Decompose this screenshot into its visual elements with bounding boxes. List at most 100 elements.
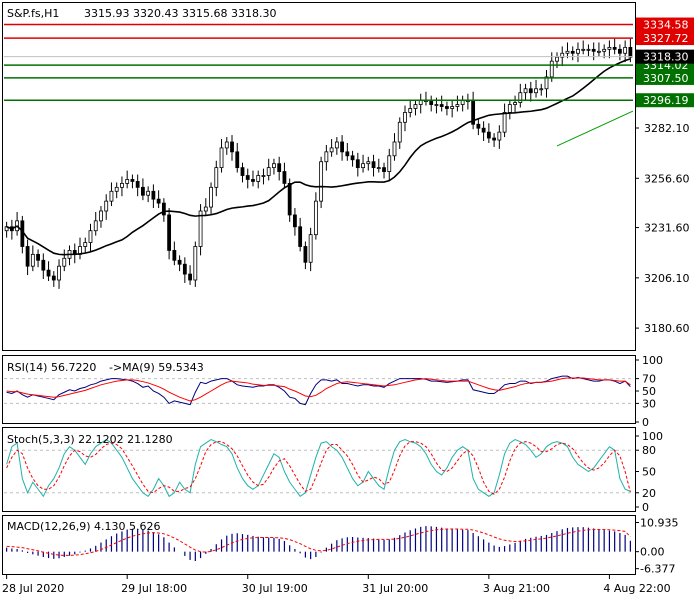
candle-body — [617, 48, 622, 54]
candle-body — [125, 179, 130, 184]
candle-body — [602, 48, 607, 52]
candle-body — [523, 88, 528, 94]
ohlc-readout: 3315.93 3320.43 3315.68 3318.30 — [84, 7, 276, 20]
candle-body — [209, 186, 213, 208]
rsi-ma-line — [6, 377, 631, 402]
candle-body — [287, 182, 292, 216]
candle-body — [492, 137, 496, 141]
candle-body — [135, 181, 140, 188]
candle-body — [382, 167, 386, 172]
candle-body — [371, 161, 376, 169]
candle-body — [581, 48, 586, 51]
osc-tick-label: 80 — [642, 444, 656, 457]
candle-body — [560, 52, 565, 58]
candle-body — [156, 198, 161, 204]
candle-body — [408, 108, 413, 113]
candle-body — [104, 200, 109, 212]
candle-body — [198, 210, 203, 247]
candle-body — [502, 112, 507, 133]
time-tick-label: 31 Jul 20:00 — [362, 582, 428, 595]
moving-average-line — [6, 58, 631, 256]
candle-body — [507, 104, 512, 113]
current-price-label: 3318.30 — [643, 51, 689, 64]
candle-body — [203, 206, 208, 212]
macd-signal-line — [6, 528, 631, 556]
osc-tick-label: 100 — [642, 354, 663, 367]
candle-body — [245, 175, 250, 180]
candle-body — [591, 48, 596, 52]
rsi-ma-title: ->MA(9) 59.5343 — [109, 361, 204, 374]
candle-body — [193, 246, 198, 281]
candle-body — [324, 151, 329, 163]
candle-body — [355, 159, 360, 169]
candle-body — [392, 141, 397, 157]
candle-body — [93, 220, 98, 232]
candle-body — [361, 163, 365, 169]
price-tick-label: 3231.60 — [644, 222, 690, 235]
candle-body — [612, 46, 617, 50]
candle-body — [544, 76, 549, 90]
candle-body — [313, 200, 318, 236]
macd-tick-label: -6.377 — [640, 563, 675, 576]
time-tick-label: 28 Jul 2020 — [2, 582, 64, 595]
candle-body — [628, 46, 633, 58]
candle-body — [329, 147, 334, 153]
candle-body — [539, 88, 544, 91]
candle-body — [146, 190, 151, 196]
macd-title: MACD(12,26,9) 4.130 5.626 — [7, 520, 161, 533]
macd-panel-frame — [2, 515, 636, 575]
candle-body — [36, 253, 40, 261]
candle-body — [62, 257, 67, 267]
candle-body — [476, 123, 481, 129]
candle-body — [167, 214, 172, 251]
price-tick-label: 3206.10 — [644, 272, 690, 285]
candle-body — [576, 48, 580, 54]
candle-body — [182, 263, 187, 275]
candle-body — [403, 112, 407, 123]
candle-body — [439, 104, 444, 107]
osc-tick-label: 30 — [642, 397, 656, 410]
candle-body — [513, 102, 517, 105]
support-level-label: 3296.19 — [643, 94, 689, 107]
candle-body — [172, 250, 177, 261]
candle-body — [303, 246, 308, 263]
macd-panel[interactable]: 10.935 0.00 -6.377 — [6, 517, 679, 576]
stoch-main-line — [6, 438, 631, 498]
rsi-title: RSI(14) 56.7220 — [7, 361, 96, 374]
candle-body — [623, 46, 628, 54]
candle-body — [161, 202, 166, 216]
osc-tick-label: 0 — [642, 416, 649, 429]
candle-body — [429, 100, 434, 105]
candle-body — [30, 253, 35, 267]
time-tick-label: 4 Aug 22:00 — [603, 582, 670, 595]
candle-body — [120, 182, 124, 188]
candle-body — [555, 56, 559, 62]
candle-body — [486, 131, 491, 139]
candle-body — [277, 163, 282, 172]
candle-body — [109, 190, 114, 202]
candle-body — [518, 92, 523, 103]
candle-body — [151, 190, 156, 200]
candle-body — [188, 273, 192, 281]
osc-tick-label: 20 — [642, 487, 656, 500]
candle-body — [219, 147, 224, 169]
candle-body — [25, 246, 30, 267]
candle-body — [319, 161, 324, 202]
candle-body — [282, 171, 287, 184]
osc-tick-label: 0 — [642, 501, 649, 514]
candle-body — [46, 269, 51, 277]
candle-body — [565, 50, 570, 54]
price-panel[interactable]: 3282.10 3256.60 3231.60 3206.10 3180.60 3334.… — [4, 17, 694, 336]
candle-body — [251, 179, 255, 182]
candle-body — [177, 259, 182, 265]
candle-body — [308, 234, 313, 263]
candle-body — [350, 155, 355, 161]
candle-body — [445, 106, 449, 109]
candle-body — [340, 141, 344, 153]
candle-body — [418, 100, 423, 105]
rsi-line — [6, 375, 631, 406]
candle-body — [230, 141, 234, 153]
